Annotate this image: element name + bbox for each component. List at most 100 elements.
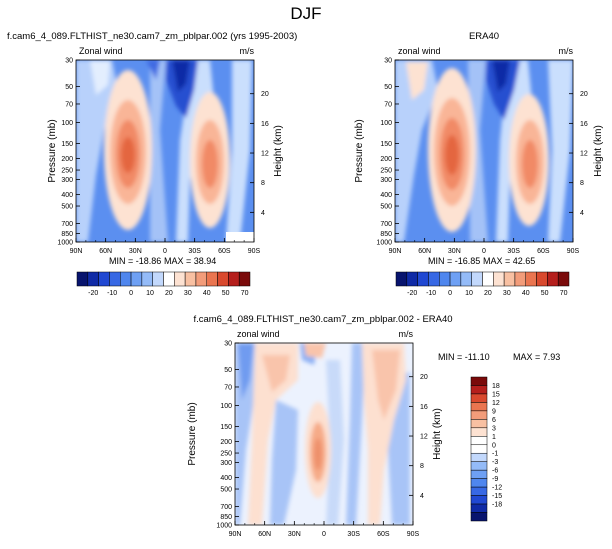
height-tick-label: 16 [261,121,269,128]
colorbar-label: -10 [426,290,436,297]
colorbar-label: 20 [484,290,492,297]
colorbar-swatch [470,478,488,488]
panel-obs-field-label: zonal wind [398,46,441,56]
x-tick-label: 60S [377,531,390,538]
colorbar-swatch [439,271,451,287]
colorbar-swatch [98,271,110,287]
colorbar-swatch [470,444,488,454]
height-tick-label: 20 [420,374,428,381]
x-tick-label: 90S [567,248,580,255]
colorbar-swatch [547,271,559,287]
panel-diff-ylabel-right: Height (km) [432,408,443,460]
y-tick-label: 300 [220,460,232,467]
panel-model-ylabel-right: Height (km) [273,125,284,177]
colorbar-swatch [217,271,229,287]
y-tick-label: 100 [220,403,232,410]
x-tick-label: 90N [389,248,402,255]
y-tick-label: 150 [220,424,232,431]
x-tick-label: 90N [229,531,242,538]
panel-model: f.cam6_4_089.FLTHIST_ne30.cam7_zm_pblpar… [7,31,297,266]
x-tick-label: 0 [322,531,326,538]
y-tick-label: 300 [380,177,392,184]
height-tick-label: 12 [580,151,588,158]
y-tick-label: 1000 [57,240,73,247]
y-tick-label: 850 [220,514,232,521]
colorbar-model: -20 -10 0 10 20 30 40 50 70 [76,271,251,297]
colorbar-swatch [130,271,143,287]
colorbar-swatch [503,271,516,287]
colorbar-swatch [238,271,251,287]
colorbar-swatch [470,393,488,403]
colorbar-swatch [470,436,488,446]
panel-diff-max: MAX = 7.93 [513,352,560,362]
colorbar-label: 1 [492,434,496,441]
colorbar-swatch [195,271,207,287]
y-tick-label: 200 [380,156,392,163]
colorbar-swatch [470,376,488,386]
colorbar-label: 50 [541,290,549,297]
colorbar-swatch [470,419,488,429]
colorbar-swatch [417,271,429,287]
colorbar-swatch [470,452,488,462]
panel-model-field-label: Zonal wind [79,46,123,56]
x-tick-label: 0 [482,248,486,255]
panel-diff: f.cam6_4_089.FLTHIST_ne30.cam7_zm_pblpar… [187,314,560,538]
colorbar-label: -18 [492,502,502,509]
colorbar-label: 50 [222,290,230,297]
colorbar-label: 20 [165,290,173,297]
y-tick-label: 400 [61,192,73,199]
colorbar-swatch [120,271,132,287]
y-tick-label: 500 [380,204,392,211]
colorbar-label: 0 [492,442,496,449]
colorbar-label: -20 [407,290,417,297]
panel-obs-title: ERA40 [469,31,499,42]
colorbar-swatch [228,271,240,287]
colorbar-swatch [470,512,488,522]
colorbar-swatch [184,271,197,287]
colorbar-swatch [87,271,99,287]
x-tick-label: 30S [507,248,520,255]
colorbar-swatch [428,271,440,287]
y-tick-label: 70 [384,101,392,108]
y-tick-label: 250 [220,451,232,458]
y-tick-label: 850 [380,231,392,238]
panel-diff-min: MIN = -11.10 [438,352,490,362]
colorbar-label: 0 [129,290,133,297]
x-tick-label: 60N [258,531,271,538]
x-tick-label: 60S [537,248,550,255]
colorbar-swatch [109,271,121,287]
colorbar-swatch [514,271,526,287]
panel-model-max: MAX = 38.94 [164,256,216,266]
colorbar-swatch [470,410,488,420]
y-tick-label: 200 [220,439,232,446]
y-tick-label: 50 [384,84,392,91]
colorbar-label: 70 [560,290,568,297]
panel-diff-title: f.cam6_4_089.FLTHIST_ne30.cam7_zm_pblpar… [193,314,452,325]
y-tick-label: 30 [224,341,232,348]
height-tick-label: 12 [261,151,269,158]
colorbar-label: -9 [492,476,498,483]
colorbar-swatch [449,271,462,287]
colorbar-swatch [536,271,548,287]
panel-model-min: MIN = -18.86 [109,256,161,266]
y-tick-label: 100 [61,120,73,127]
colorbar-label: -12 [492,485,502,492]
y-tick-label: 700 [61,221,73,228]
colorbar-label: 40 [522,290,530,297]
colorbar-swatch [470,402,488,412]
colorbar-swatch [174,271,186,287]
panel-model-units: m/s [240,46,255,56]
x-tick-label: 90S [407,531,420,538]
height-tick-label: 8 [420,463,424,470]
panel-diff-ylabel: Pressure (mb) [187,402,198,465]
height-tick-label: 4 [580,210,584,217]
colorbar-label: 15 [492,391,500,398]
colorbar-swatch [406,271,418,287]
colorbar-swatch [460,271,472,287]
y-tick-label: 250 [61,168,73,175]
height-tick-label: 20 [261,91,269,98]
colorbar-swatch [141,271,153,287]
y-tick-label: 500 [61,204,73,211]
x-tick-label: 90S [248,248,261,255]
